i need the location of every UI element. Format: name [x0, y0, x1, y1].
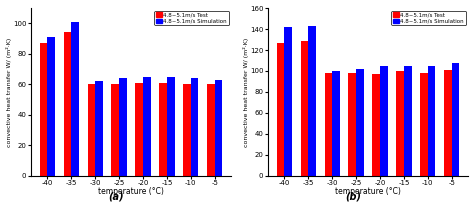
Bar	[47, 37, 55, 176]
Bar	[284, 27, 292, 176]
Bar	[452, 63, 459, 176]
Text: (a): (a)	[109, 192, 124, 202]
Legend: 4.8~5.1m/s Test, 4.8~5.1m/s Simulation: 4.8~5.1m/s Test, 4.8~5.1m/s Simulation	[155, 11, 228, 25]
Bar	[325, 73, 332, 176]
Bar	[136, 83, 143, 176]
Bar	[348, 73, 356, 176]
Bar	[404, 66, 411, 176]
Bar	[167, 77, 174, 176]
Bar	[308, 26, 316, 176]
X-axis label: temperature (°C): temperature (°C)	[98, 187, 164, 196]
Text: (b): (b)	[345, 192, 361, 202]
Bar	[71, 22, 79, 176]
Bar	[119, 78, 127, 176]
Bar	[183, 84, 191, 176]
Bar	[277, 43, 284, 176]
Bar	[191, 78, 199, 176]
Bar	[40, 43, 47, 176]
Bar	[444, 70, 452, 176]
Bar	[380, 66, 388, 176]
Bar	[207, 84, 215, 176]
Bar	[373, 74, 380, 176]
Bar	[64, 33, 71, 176]
Bar	[428, 66, 436, 176]
Bar	[88, 84, 95, 176]
Bar	[159, 83, 167, 176]
Bar	[332, 71, 340, 176]
Bar	[420, 73, 428, 176]
Bar	[143, 77, 151, 176]
Bar	[95, 81, 103, 176]
Bar	[301, 41, 308, 176]
Bar	[356, 69, 364, 176]
Y-axis label: convective heat transfer W/ (m²·K): convective heat transfer W/ (m²·K)	[243, 37, 248, 147]
X-axis label: temperature (°C): temperature (°C)	[335, 187, 401, 196]
Legend: 4.8~5.1m/s Test, 4.8~5.1m/s Simulation: 4.8~5.1m/s Test, 4.8~5.1m/s Simulation	[392, 11, 465, 25]
Bar	[396, 71, 404, 176]
Bar	[215, 80, 222, 176]
Y-axis label: convective heat transfer W/ (m²·K): convective heat transfer W/ (m²·K)	[6, 37, 11, 147]
Bar	[111, 84, 119, 176]
